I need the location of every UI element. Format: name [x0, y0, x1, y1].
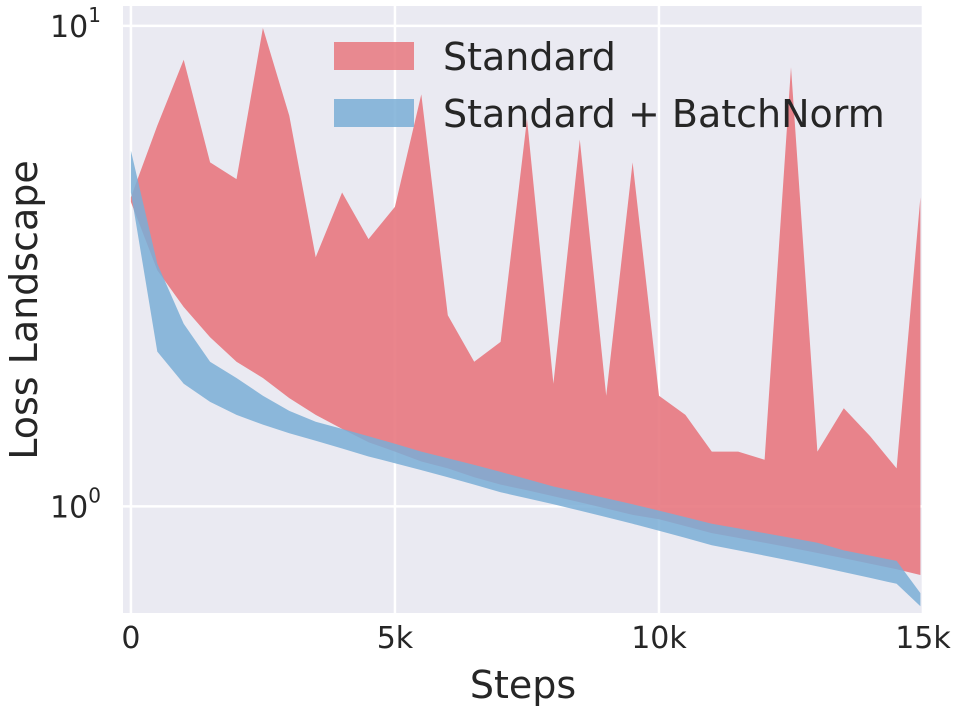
series-area-standard-batchnorm: [130, 150, 921, 607]
legend: Standard Standard + BatchNorm: [334, 35, 885, 136]
legend-swatch-standard: [334, 42, 414, 70]
legend-label-standard: Standard: [443, 35, 616, 79]
x-tick-label: 0: [121, 621, 140, 656]
x-axis-label: Steps: [470, 663, 576, 707]
series-area-standard: [130, 28, 921, 575]
y-tick-label: 100: [50, 483, 101, 525]
x-tick-label: 15k: [895, 621, 951, 656]
y-tick-label: 101: [50, 3, 101, 45]
x-tick-label: 5k: [377, 621, 414, 656]
legend-swatch-standard-batchnorm: [334, 99, 414, 127]
series-areas: [130, 28, 921, 607]
axis-ticks: 0 5k 10k 15k 100 101: [50, 3, 951, 656]
legend-label-standard-batchnorm: Standard + BatchNorm: [443, 92, 885, 136]
y-axis-label: Loss Landscape: [2, 160, 46, 460]
x-tick-label: 10k: [631, 621, 687, 656]
